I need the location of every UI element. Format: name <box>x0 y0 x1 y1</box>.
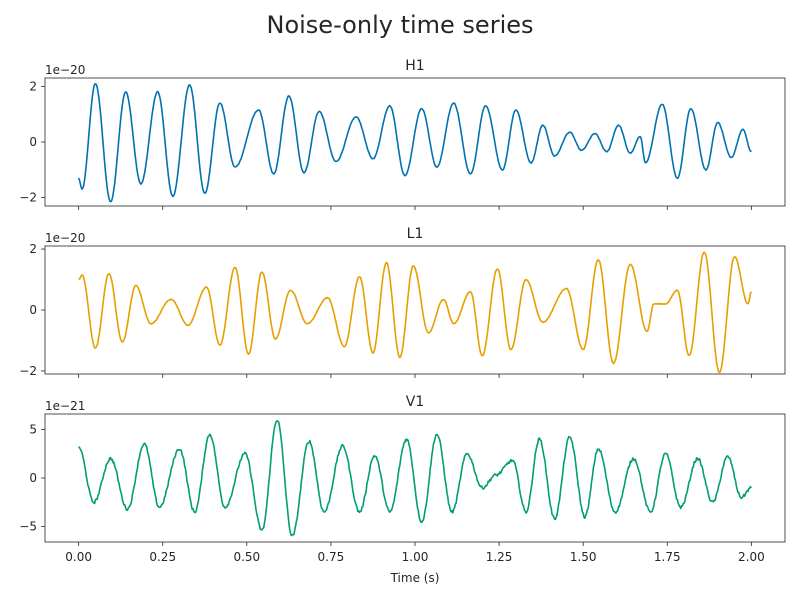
axes-frame <box>44 245 786 375</box>
x-tick-label: 0.00 <box>65 550 92 564</box>
y-offset-label: 1e−21 <box>45 399 85 413</box>
axes-frame <box>44 77 786 207</box>
series-line-l1 <box>78 251 753 374</box>
y-tick-label: 0 <box>29 303 37 317</box>
chart-title: Noise-only time series <box>267 11 534 39</box>
series-line-h1 <box>77 83 752 203</box>
x-tick-label: 0.75 <box>318 550 345 564</box>
y-tick-label: 2 <box>29 79 37 93</box>
chart-panels: H1 1e−20 −2 0 2 L1 1e−20 −2 0 2 V1 1e−21 −5 0 5 0.00 0.2… <box>19 58 786 564</box>
panel-title: L1 <box>407 226 424 242</box>
y-tick-label: 2 <box>29 242 37 256</box>
x-tick-label: 1.25 <box>486 550 513 564</box>
x-axis-label: Time (s) <box>390 571 440 585</box>
panel-title: H1 <box>405 58 424 74</box>
panel-h1: H1 1e−20 −2 0 2 <box>19 58 786 210</box>
y-offset-label: 1e−20 <box>45 63 85 77</box>
x-tick-label: 2.00 <box>738 550 765 564</box>
y-offset-label: 1e−20 <box>45 231 85 245</box>
x-tick-label: 1.00 <box>402 550 429 564</box>
panel-l1: L1 1e−20 −2 0 2 <box>19 226 786 378</box>
x-tick-label: 1.50 <box>570 550 597 564</box>
y-tick-label: 0 <box>29 471 37 485</box>
panel-v1: V1 1e−21 −5 0 5 0.00 0.25 0.50 0.75 1.00 1.25 1.50 1… <box>19 394 786 564</box>
y-tick-label: 5 <box>29 423 37 437</box>
axes-frame <box>44 413 786 543</box>
x-tick-label: 0.25 <box>149 550 176 564</box>
x-tick-label: 0.50 <box>233 550 260 564</box>
y-tick-label: −2 <box>19 364 37 378</box>
panel-title: V1 <box>406 394 424 410</box>
y-tick-label: −5 <box>19 519 37 533</box>
series-line-v1 <box>78 420 752 537</box>
x-tick-label: 1.75 <box>654 550 681 564</box>
y-tick-label: 0 <box>29 135 37 149</box>
y-tick-label: −2 <box>19 191 37 205</box>
